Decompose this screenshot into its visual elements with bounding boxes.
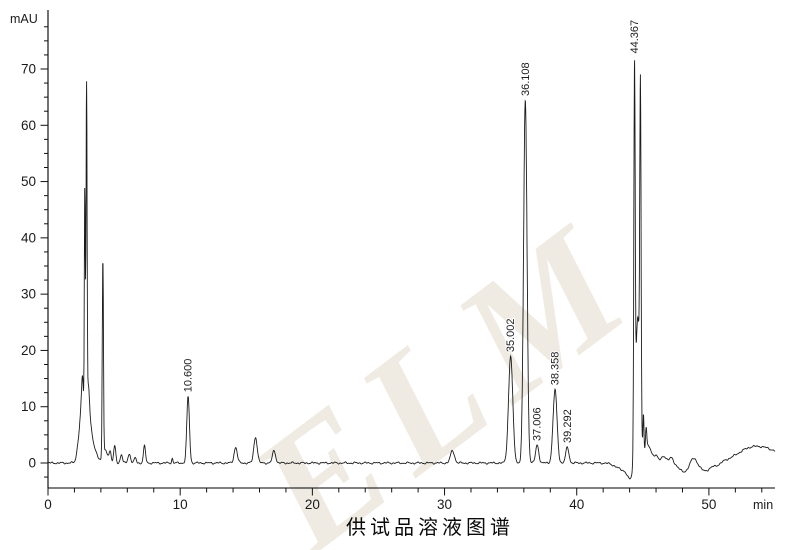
peak-label: 39.292: [562, 409, 574, 443]
y-axis-unit-label: mAU: [10, 12, 38, 26]
axes: [47, 10, 775, 489]
peak-label: 38.358: [550, 352, 562, 386]
y-tick-label: 40: [21, 230, 36, 245]
peak-label: 44.367: [629, 20, 641, 54]
peak-label: 36.108: [520, 62, 532, 96]
x-tick-label: 20: [305, 497, 320, 512]
x-tick-label: 40: [569, 497, 584, 512]
y-tick-label: 0: [28, 456, 36, 471]
y-tick-label: 70: [21, 61, 36, 76]
x-tick-label: 50: [701, 497, 716, 512]
peak-label: 37.006: [532, 407, 544, 441]
y-tick-label: 50: [21, 174, 36, 189]
peak-label: 35.002: [505, 318, 517, 352]
y-tick-label: 20: [21, 343, 36, 358]
x-tick-label: 10: [173, 497, 188, 512]
y-tick-label: 10: [21, 399, 36, 414]
chromatogram-trace: [47, 60, 776, 480]
figure-caption: 供试品溶液图谱: [346, 516, 514, 539]
y-axis-ticks: 0 10 20 30 40 50 60 70: [21, 26, 48, 478]
x-tick-label: 30: [437, 497, 452, 512]
y-tick-label: 60: [21, 118, 36, 133]
peak-label: 10.600: [183, 359, 195, 393]
x-axis-ticks: 0 10 20 30 40 50: [44, 488, 763, 512]
x-axis-unit-label: min: [753, 498, 773, 512]
peak-retention-time-labels: 10.600 35.002 36.108 37.006 38.358 39.292 44.3…: [182, 19, 642, 444]
x-tick-label: 0: [44, 497, 52, 512]
y-tick-label: 30: [21, 287, 36, 302]
